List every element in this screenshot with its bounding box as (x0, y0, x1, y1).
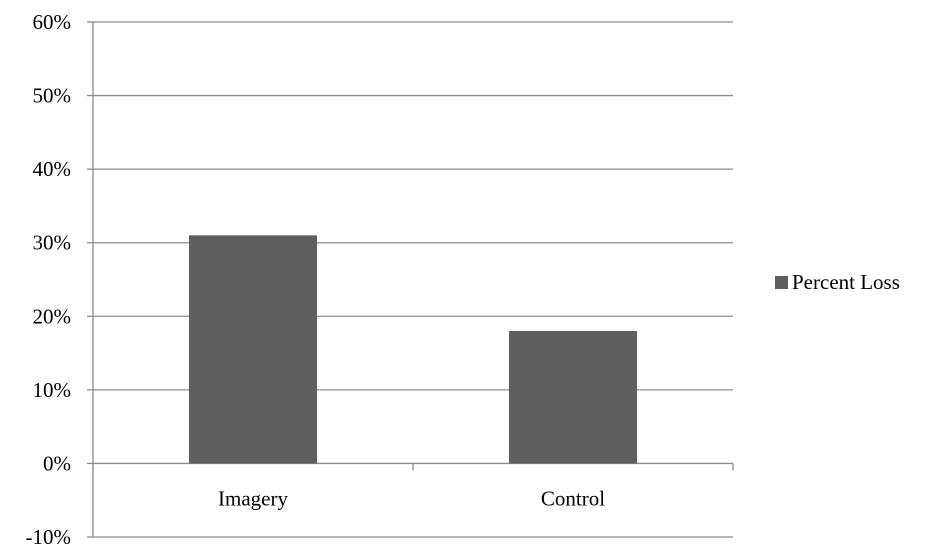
axes (87, 21, 734, 538)
legend-label: Percent Loss (792, 270, 900, 294)
y-tick-label: 0% (43, 451, 71, 475)
bar-imagery (189, 235, 317, 464)
y-tick-label: 40% (33, 157, 72, 181)
y-tick-labels: -10% 0% 10% 20% 30% 40% 50% 60% (26, 10, 72, 549)
bar-control (509, 331, 637, 464)
legend: Percent Loss (775, 270, 900, 294)
y-tick-label: -10% (26, 525, 72, 549)
x-tick-labels: Imagery Control (218, 486, 605, 510)
x-tick-label: Imagery (218, 486, 288, 510)
y-tick-label: 50% (33, 84, 72, 108)
bars (189, 235, 637, 464)
y-tick-label: 60% (33, 10, 72, 34)
y-tick-label: 30% (33, 231, 72, 255)
legend-swatch (775, 276, 788, 289)
y-tick-label: 20% (33, 304, 72, 328)
y-tick-label: 10% (33, 378, 72, 402)
x-tick-label: Control (541, 486, 605, 510)
